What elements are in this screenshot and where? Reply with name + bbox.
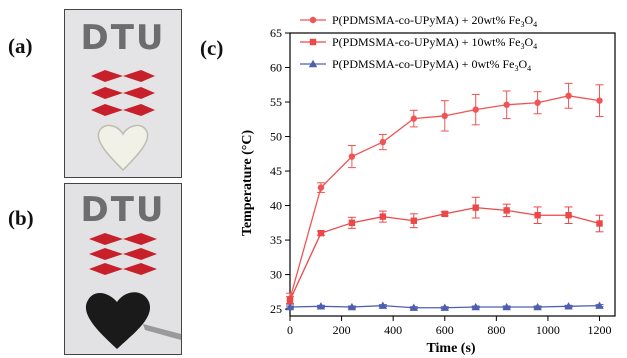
panel-label-c: (c) bbox=[200, 36, 224, 60]
panel-label-b: (b) bbox=[8, 206, 34, 230]
data-point bbox=[309, 38, 317, 46]
data-point bbox=[503, 207, 510, 214]
chart-series bbox=[285, 82, 604, 311]
diamond-pattern-b bbox=[85, 233, 181, 349]
x-tick-label: 1000 bbox=[536, 323, 560, 337]
data-point bbox=[347, 302, 357, 311]
panel-label-a: (a) bbox=[8, 34, 33, 58]
x-tick-label: 1200 bbox=[588, 323, 612, 337]
x-tick-label: 0 bbox=[287, 323, 293, 337]
data-point bbox=[596, 220, 603, 227]
y-tick-label: 25 bbox=[270, 302, 282, 316]
series-2 bbox=[285, 301, 604, 311]
x-tick-label: 600 bbox=[436, 323, 454, 337]
data-point bbox=[348, 153, 356, 160]
y-tick-label: 45 bbox=[270, 164, 282, 178]
data-point bbox=[564, 302, 573, 310]
legend-item-2: P(PDMSMA-co-UPyMA) + 0wt% Fe3O4 bbox=[300, 57, 531, 73]
data-point bbox=[596, 97, 603, 104]
y-tick-label: 60 bbox=[270, 61, 282, 75]
series-0 bbox=[286, 82, 604, 305]
y-tick-label: 55 bbox=[270, 95, 282, 109]
legend-label: P(PDMSMA-co-UPyMA) + 10wt% Fe3O4 bbox=[332, 35, 537, 51]
data-point bbox=[379, 138, 387, 146]
data-point bbox=[317, 229, 325, 237]
data-point bbox=[441, 112, 448, 120]
photo-b: DTU bbox=[64, 183, 182, 355]
data-point bbox=[502, 302, 511, 311]
legend-item-1: P(PDMSMA-co-UPyMA) + 10wt% Fe3O4 bbox=[300, 35, 537, 51]
data-point bbox=[440, 303, 449, 311]
data-point bbox=[472, 204, 479, 211]
data-point bbox=[379, 213, 387, 220]
chart-legend: P(PDMSMA-co-UPyMA) + 20wt% Fe3O4 P(PDMSMA… bbox=[300, 13, 537, 73]
series-line bbox=[289, 206, 600, 301]
data-point bbox=[285, 302, 295, 311]
legend-item-0: P(PDMSMA-co-UPyMA) + 20wt% Fe3O4 bbox=[300, 13, 537, 29]
heart-shape-clear bbox=[97, 124, 149, 172]
y-tick-label: 50 bbox=[270, 130, 282, 144]
data-point bbox=[308, 59, 318, 68]
data-point bbox=[309, 16, 317, 24]
legend-label: P(PDMSMA-co-UPyMA) + 20wt% Fe3O4 bbox=[332, 13, 537, 29]
data-point bbox=[503, 101, 510, 108]
dtu-logo-text: DTU bbox=[80, 18, 166, 58]
y-tick-label: 30 bbox=[270, 268, 282, 282]
dtu-logo-text: DTU bbox=[80, 190, 166, 230]
data-point bbox=[565, 92, 572, 100]
data-point bbox=[471, 302, 480, 311]
y-tick-label: 35 bbox=[270, 233, 282, 247]
tweezer bbox=[143, 324, 181, 340]
plot-frame bbox=[289, 32, 616, 317]
series-1 bbox=[286, 196, 604, 305]
data-point bbox=[565, 212, 572, 219]
data-point bbox=[534, 99, 541, 106]
data-point bbox=[348, 219, 356, 227]
data-point bbox=[441, 210, 448, 218]
data-point bbox=[534, 212, 541, 219]
x-tick-label: 400 bbox=[384, 323, 402, 337]
data-point bbox=[317, 184, 325, 191]
chart-axes: 0 200 400 600 800 1000 1200 25 30 35 40 45 50 55 60 65 bbox=[270, 26, 616, 337]
data-point bbox=[595, 301, 604, 309]
data-point bbox=[533, 302, 542, 311]
data-point bbox=[316, 302, 326, 310]
y-axis-label: Temperature (°C) bbox=[240, 130, 255, 237]
y-tick-label: 40 bbox=[270, 199, 282, 213]
x-tick-label: 200 bbox=[333, 323, 351, 337]
x-tick-label: 800 bbox=[487, 323, 505, 337]
heart-shape-black bbox=[85, 292, 151, 349]
x-axis-label: Time (s) bbox=[426, 341, 475, 356]
data-point bbox=[472, 106, 479, 113]
data-point bbox=[410, 217, 418, 224]
legend-label: P(PDMSMA-co-UPyMA) + 0wt% Fe3O4 bbox=[332, 57, 531, 73]
data-point bbox=[378, 301, 388, 309]
data-point bbox=[286, 296, 294, 304]
diamond-pattern-a bbox=[91, 70, 155, 172]
data-point bbox=[410, 115, 418, 122]
data-point bbox=[409, 303, 419, 311]
y-tick-label: 65 bbox=[270, 26, 282, 40]
photo-a: DTU bbox=[64, 9, 182, 178]
